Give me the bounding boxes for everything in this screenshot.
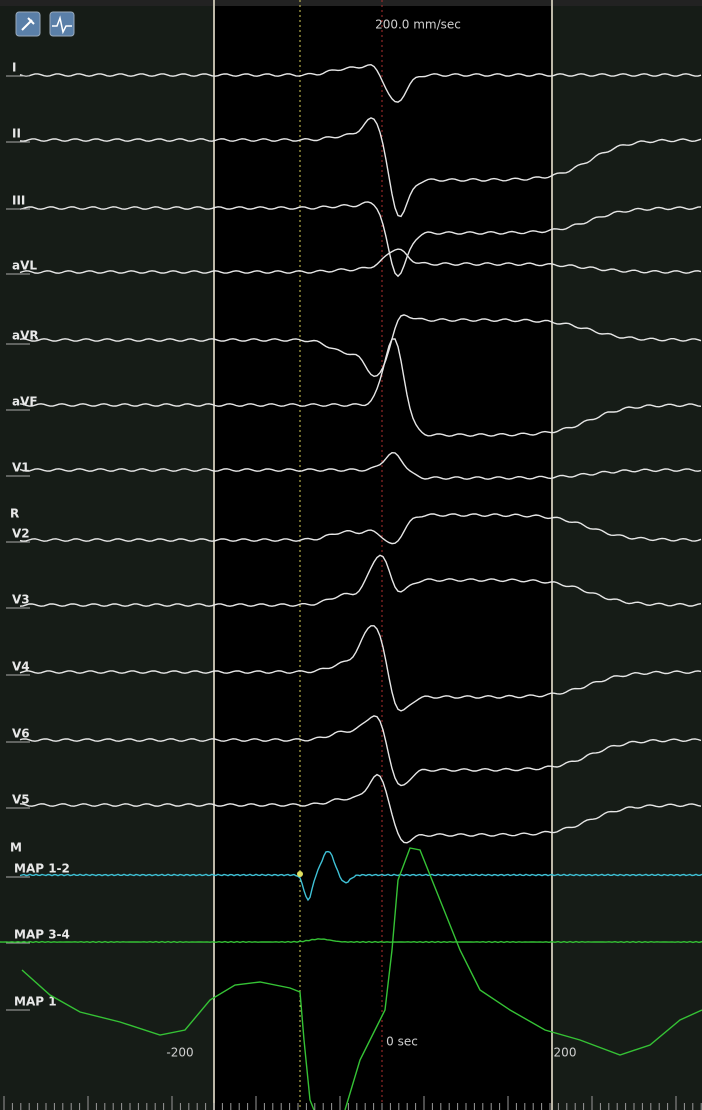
lead-label: III <box>12 194 25 208</box>
sweep-speed: 200.0 mm/sec <box>375 18 461 32</box>
time-label: 0 sec <box>386 1035 418 1049</box>
group-label: M <box>10 841 22 855</box>
lead-label: V6 <box>12 727 30 741</box>
lead-trace <box>19 773 702 844</box>
lead-label: I <box>12 61 16 75</box>
right-region <box>552 0 702 1110</box>
map-label: MAP 1 <box>14 995 57 1009</box>
top-bar <box>0 0 702 6</box>
toolbar <box>15 11 75 37</box>
lead-trace <box>19 201 702 278</box>
lead-label: V1 <box>12 461 30 475</box>
lead-trace <box>19 314 702 378</box>
lead-label: aVF <box>12 395 38 409</box>
map-marker <box>297 871 303 877</box>
left-region <box>0 0 214 1110</box>
lead-trace <box>19 451 702 480</box>
lead-label: II <box>12 127 21 141</box>
lead-trace <box>19 248 702 274</box>
lead-trace <box>19 625 702 712</box>
tool-icon <box>52 15 72 35</box>
map-label: MAP 3-4 <box>14 928 70 942</box>
lead-trace <box>19 338 702 437</box>
lead-trace <box>19 715 702 787</box>
lead-trace <box>19 63 702 103</box>
lead-label: aVR <box>12 329 39 343</box>
map-label: MAP 1-2 <box>14 862 70 876</box>
lead-trace <box>19 554 702 607</box>
lead-trace <box>19 513 702 545</box>
lead-label: V2 <box>12 527 30 541</box>
lead-label: V4 <box>12 660 30 674</box>
time-label: -200 <box>166 1046 193 1060</box>
lead-trace <box>19 117 702 218</box>
group-label: R <box>10 507 19 521</box>
lead-label: V3 <box>12 593 30 607</box>
time-label: 200 <box>554 1046 577 1060</box>
tool-icon <box>21 17 35 31</box>
map-trace <box>19 850 702 902</box>
map-trace <box>21 847 702 1110</box>
lead-label: aVL <box>12 259 37 273</box>
map-trace <box>0 938 702 944</box>
lead-label: V5 <box>12 793 30 807</box>
